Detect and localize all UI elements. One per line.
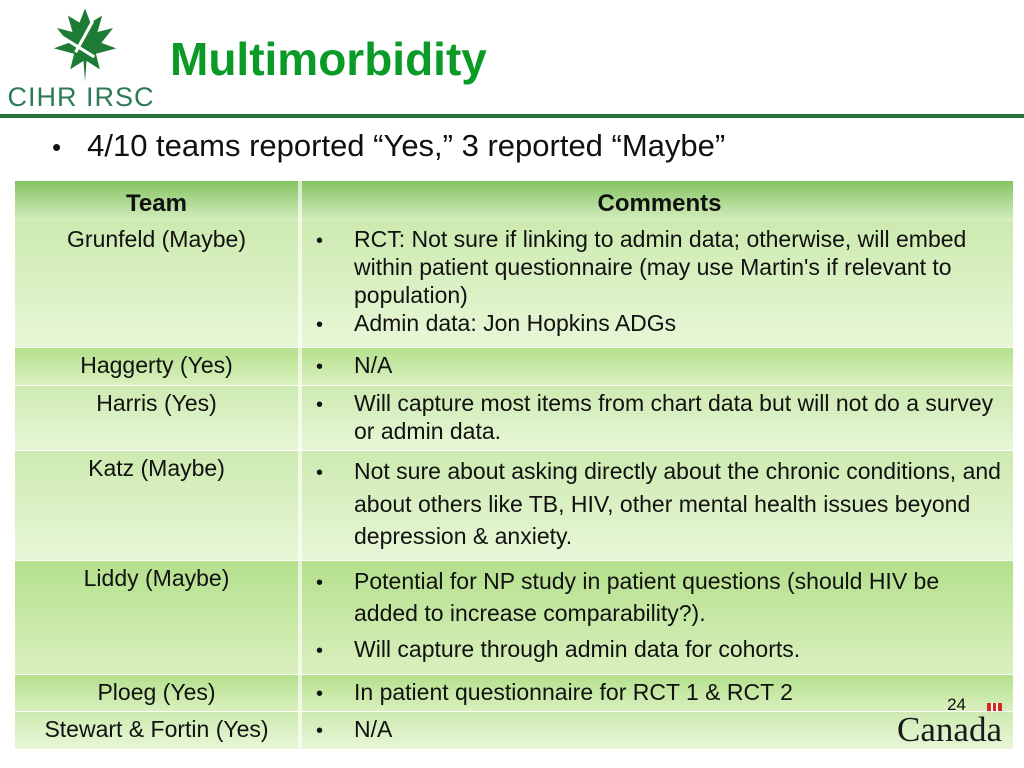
team-cell: Haggerty (Yes) <box>15 348 302 385</box>
team-cell: Stewart & Fortin (Yes) <box>15 712 302 750</box>
header-divider <box>0 114 1024 118</box>
comment-text: Will capture most items from chart data … <box>354 389 994 444</box>
page-number: 24 <box>947 695 966 714</box>
comments-cell: • N/A <box>302 348 1013 385</box>
column-header-comments: Comments <box>597 190 722 217</box>
comment-text: In patient questionnaire for RCT 1 & RCT… <box>354 678 793 705</box>
comment-text: Will capture through admin data for coho… <box>354 636 801 663</box>
table-row: Grunfeld (Maybe) • RCT: Not sure if linkin… <box>15 222 1013 347</box>
canada-wordmark: Canad a <box>897 703 1003 750</box>
comment-item: • N/A <box>316 716 1003 744</box>
comment-item: • RCT: Not sure if linking to admin data;… <box>316 226 1003 309</box>
comment-text: Not sure about asking directly about the… <box>354 458 1001 549</box>
bullet-icon: • <box>316 720 324 743</box>
bullet-icon: • <box>316 682 324 705</box>
maple-leaf-logo-icon <box>46 6 124 86</box>
comment-item: • In patient questionnaire for RCT 1 & RC… <box>316 679 1003 707</box>
summary-bullet-text: 4/10 teams reported “Yes,” 3 reported “M… <box>87 128 726 163</box>
team-cell: Harris (Yes) <box>15 385 302 451</box>
comment-item: • Not sure about asking directly about th… <box>316 455 1003 552</box>
table-body: Grunfeld (Maybe) • RCT: Not sure if linkin… <box>15 222 1013 750</box>
slide-title: Multimorbidity <box>170 33 487 85</box>
table-row: Ploeg (Yes) • In patient questionnaire for… <box>15 673 1013 712</box>
comment-item: • Admin data: Jon Hopkins ADGs <box>316 310 1003 338</box>
teams-comments-table: Team Comments Grunfeld (Maybe) • RCT: Not … <box>15 181 1013 750</box>
team-cell: Ploeg (Yes) <box>15 674 302 712</box>
table-row: Harris (Yes) • Will capture most items fro… <box>15 384 1013 451</box>
comment-item: • Will capture through admin data for coh… <box>316 633 1003 665</box>
bullet-icon: • <box>316 356 324 378</box>
team-cell: Liddy (Maybe) <box>15 561 302 674</box>
comment-text: RCT: Not sure if linking to admin data; … <box>354 226 967 308</box>
summary-bullet: • 4/10 teams reported “Yes,” 3 reported … <box>52 128 1002 164</box>
comments-cell: • Will capture most items from chart data… <box>302 386 1013 451</box>
comment-item: • Will capture most items from chart data… <box>316 390 1003 446</box>
logo-org-text: CIHR IRSC <box>7 82 155 112</box>
table-row: Katz (Maybe) • Not sure about asking direc… <box>15 450 1013 561</box>
bullet-icon: • <box>316 572 324 595</box>
comment-text: Potential for NP study in patient questi… <box>354 568 940 627</box>
bullet-icon: • <box>52 132 62 162</box>
canadian-flag-icon <box>987 703 1003 711</box>
bullet-icon: • <box>316 314 324 337</box>
bullet-icon: • <box>316 393 324 416</box>
column-header-team: Team <box>15 181 302 222</box>
table-row: Haggerty (Yes) • N/A <box>15 347 1013 385</box>
bullet-icon: • <box>316 462 324 485</box>
bullet-icon: • <box>316 640 324 663</box>
table-header-row: Team Comments <box>15 181 1013 222</box>
comment-item: • Potential for NP study in patient quest… <box>316 565 1003 629</box>
bullet-icon: • <box>316 230 324 252</box>
table-row: Liddy (Maybe) • Potential for NP study in … <box>15 560 1013 674</box>
comments-cell: • In patient questionnaire for RCT 1 & RC… <box>302 675 1013 712</box>
canada-wordmark-last-letter: a <box>986 703 1003 749</box>
comment-text: N/A <box>354 352 393 378</box>
team-cell: Katz (Maybe) <box>15 451 302 561</box>
table-row: Stewart & Fortin (Yes) • N/A <box>15 711 1013 750</box>
comments-cell: • N/A <box>302 712 1013 749</box>
comments-cell: • Potential for NP study in patient quest… <box>302 561 1013 674</box>
canada-wordmark-prefix: Canad <box>897 710 987 749</box>
comments-cell: • Not sure about asking directly about th… <box>302 451 1013 560</box>
comment-text: Admin data: Jon Hopkins ADGs <box>354 310 677 337</box>
comment-item: • N/A <box>316 352 1003 380</box>
team-cell: Grunfeld (Maybe) <box>15 222 302 347</box>
comments-cell: • RCT: Not sure if linking to admin data;… <box>302 222 1013 347</box>
comment-text: N/A <box>354 716 393 743</box>
